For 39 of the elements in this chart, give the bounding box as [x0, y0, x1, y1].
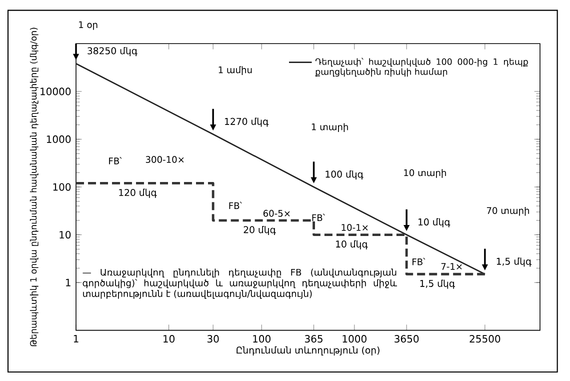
y-tick-label: 10 — [60, 230, 71, 239]
annotation: 1 ամիս — [218, 66, 252, 75]
annotation: 60-5× — [263, 210, 290, 217]
annotation: 1270 մկգ — [225, 118, 269, 127]
annotation: 10-1× — [342, 224, 368, 231]
text: 1 օր — [79, 21, 98, 30]
annotation: FB՝ — [312, 214, 325, 222]
y-tick-label: 100 — [53, 183, 71, 191]
annotation: 1,5 մկգ — [420, 280, 455, 289]
x-tick-label: 3650 — [394, 335, 419, 343]
y-tick-label: 1000 — [46, 135, 71, 143]
x-tick-label: 1000 — [342, 335, 366, 343]
annotation: — Առաջարկվող ընդունելի դեղաչափը FB (անվտանգության գործակից)՝ հաշվարկված և առաջարկվող դեղաչափերի միջև տարբերությունն է (առավելագույն/նվազագույն) — [82, 268, 397, 299]
annotation: FB՝ — [229, 202, 242, 209]
annotation: 10 մկգ — [336, 240, 368, 250]
x-tick-label: 25500 — [470, 335, 500, 343]
annotation: FB՝ — [109, 156, 122, 164]
annotation: 38250 մկգ — [88, 47, 138, 56]
annotation: 10 տարի — [404, 169, 446, 178]
y-axis-title: Թերապևտիկ 1 օրվա ընդունման հավանական դեղաչափերը (մկգ/օր) — [30, 28, 38, 346]
x-axis-title: Ընդունման տևողություն (օր) — [236, 346, 380, 356]
x-tick-label: 1 — [74, 335, 78, 342]
x-tick-label: 10 — [164, 335, 174, 343]
y-tick-label: 1 — [66, 278, 70, 286]
annotation: 20 մկգ — [244, 226, 276, 236]
x-tick-label: 100 — [253, 335, 270, 343]
y-tick-label: 10000 — [40, 88, 71, 96]
x-tick-label: 365 — [304, 335, 322, 343]
annotation: 100 մկգ — [326, 170, 364, 180]
annotation: 7-1× — [441, 263, 462, 270]
x-tick-label: 30 — [207, 335, 219, 343]
annotation: 120 մկգ — [119, 188, 157, 198]
annotation: 10 մկգ — [418, 218, 450, 228]
annotation: 1 տարի — [312, 123, 348, 132]
annotation: 1,5 մկգ — [496, 258, 532, 267]
legend-label: Դեղաչափ՝ հաշվարկված 100 000-ից 1 դեպք քաղցկեղածին ռիսկի համար — [315, 58, 528, 77]
annotation: 300-10× — [146, 156, 184, 163]
annotation: 70 տարի — [486, 206, 529, 216]
annotation: FB՝ — [412, 258, 426, 266]
